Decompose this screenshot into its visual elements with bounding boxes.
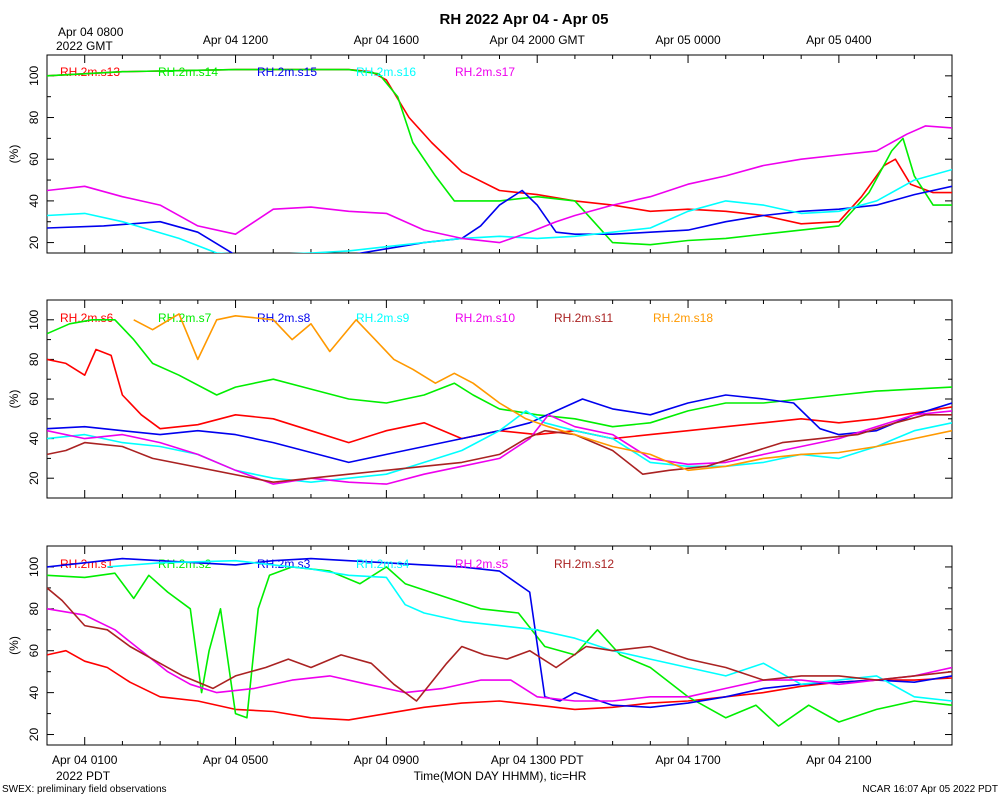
legend-label-rh-2m-s8: RH.2m.s8 — [257, 311, 311, 325]
y-tick-label: 100 — [27, 66, 41, 86]
legend-label-rh-2m-s18: RH.2m.s18 — [653, 311, 713, 325]
series-line-rh-2m-s16 — [47, 168, 952, 253]
series-line-rh-2m-s4 — [107, 559, 952, 702]
bottom-axis-labels: Apr 04 0100 Apr 04 0500 Apr 04 0900 Apr 04 … — [52, 753, 872, 767]
y-tick-label: 20 — [27, 471, 41, 485]
series-line-rh-2m-s9 — [47, 410, 952, 483]
top-axis-tick-label: Apr 05 0000 — [655, 33, 721, 47]
legend-label-rh-2m-s5: RH.2m.s5 — [455, 557, 509, 571]
chart-title: RH 2022 Apr 04 - Apr 05 — [440, 11, 609, 28]
bottom-axis-first-label-sub: 2022 PDT — [56, 769, 111, 783]
top-axis-tick-label: Apr 04 1600 — [354, 33, 420, 47]
series-line-rh-2m-s15 — [47, 185, 952, 253]
legend-label-rh-2m-s4: RH.2m.s4 — [356, 557, 410, 571]
y-tick-label: 60 — [27, 392, 41, 406]
y-axis-label: (%) — [7, 636, 21, 655]
legend-label-rh-2m-s17: RH.2m.s17 — [455, 65, 515, 79]
series-line-rh-2m-s11 — [47, 414, 952, 483]
series-line-rh-2m-s1 — [47, 649, 952, 721]
series-line-rh-2m-s7 — [47, 319, 952, 428]
legend-label-rh-2m-s9: RH.2m.s9 — [356, 311, 410, 325]
legend-label-rh-2m-s6: RH.2m.s6 — [60, 311, 114, 325]
bottom-axis-tick-label: Apr 04 0900 — [354, 753, 420, 767]
legend-label-rh-2m-s16: RH.2m.s16 — [356, 65, 416, 79]
y-tick-label: 80 — [27, 352, 41, 366]
y-axis-label: (%) — [7, 390, 21, 409]
y-tick-label: 60 — [27, 152, 41, 166]
footer-left: SWEX: preliminary field observations — [2, 784, 167, 795]
top-axis-tick-label: Apr 05 0400 — [806, 33, 872, 47]
series-line-rh-2m-s2 — [47, 566, 952, 727]
legend-label-rh-2m-s15: RH.2m.s15 — [257, 65, 317, 79]
series-line-rh-2m-s18 — [133, 313, 952, 472]
x-axis-title: Time(MON DAY HHMM), tic=HR — [414, 769, 587, 783]
y-tick-label: 80 — [27, 111, 41, 125]
y-tick-label: 40 — [27, 686, 41, 700]
bottom-axis-tick-label: Apr 04 2100 — [806, 753, 872, 767]
top-axis-first-label-sub: 2022 GMT — [56, 39, 113, 53]
y-tick-label: 20 — [27, 236, 41, 250]
top-axis-tick-label: Apr 04 2000 GMT — [490, 33, 586, 47]
panel-frame — [46, 299, 953, 499]
y-tick-label: 40 — [27, 432, 41, 446]
series-line-rh-2m-s14 — [47, 68, 952, 246]
y-tick-label: 80 — [27, 602, 41, 616]
footer-right: NCAR 16:07 Apr 05 2022 PDT — [862, 784, 998, 795]
chart-panel-2: 20 40 60 80 100 (%) RH.2m.s6 RH.2m.s7 RH.2m.s8 RH… — [7, 299, 953, 499]
legend-label-rh-2m-s10: RH.2m.s10 — [455, 311, 515, 325]
legend-label-rh-2m-s12: RH.2m.s12 — [554, 557, 614, 571]
y-tick-label: 20 — [27, 728, 41, 742]
series-line-rh-2m-s8 — [47, 394, 952, 464]
legend-label-rh-2m-s13: RH.2m.s13 — [60, 65, 120, 79]
legend-label-rh-2m-s7: RH.2m.s7 — [158, 311, 212, 325]
legend-label-rh-2m-s14: RH.2m.s14 — [158, 65, 218, 79]
y-axis-label: (%) — [7, 145, 21, 164]
series-line-rh-2m-s17 — [47, 125, 952, 244]
legend-label-rh-2m-s2: RH.2m.s2 — [158, 557, 212, 571]
bottom-axis-tick-label: Apr 04 1300 PDT — [491, 753, 584, 767]
y-tick-label: 60 — [27, 644, 41, 658]
top-axis-labels: Apr 04 1200 Apr 04 1600 Apr 04 2000 GMT Apr… — [203, 33, 872, 47]
series-line-rh-2m-s6 — [47, 348, 952, 444]
series-line-rh-2m-s5 — [47, 608, 952, 702]
chart-panels: 20 40 60 80 100 (%) RH.2m.s13 RH.2m.s14 RH.2m.s1… — [7, 54, 953, 746]
series-line-rh-2m-s10 — [47, 410, 952, 485]
y-tick-label: 100 — [27, 557, 41, 577]
top-axis-first-label: Apr 04 0800 — [58, 25, 124, 39]
bottom-axis-tick-label: Apr 04 1700 — [655, 753, 721, 767]
y-tick-label: 100 — [27, 309, 41, 329]
bottom-axis-tick-label: Apr 04 0100 — [52, 753, 118, 767]
bottom-axis-tick-label: Apr 04 0500 — [203, 753, 269, 767]
series-line-rh-2m-s3 — [47, 557, 952, 709]
y-tick-label: 40 — [27, 194, 41, 208]
series-line-rh-2m-s12 — [47, 587, 952, 702]
panel-frame — [46, 545, 953, 746]
top-axis-tick-label: Apr 04 1200 — [203, 33, 269, 47]
chart-panel-1: 20 40 60 80 100 (%) RH.2m.s13 RH.2m.s14 RH.2m.s1… — [7, 54, 953, 254]
legend-label-rh-2m-s11: RH.2m.s11 — [554, 311, 613, 325]
